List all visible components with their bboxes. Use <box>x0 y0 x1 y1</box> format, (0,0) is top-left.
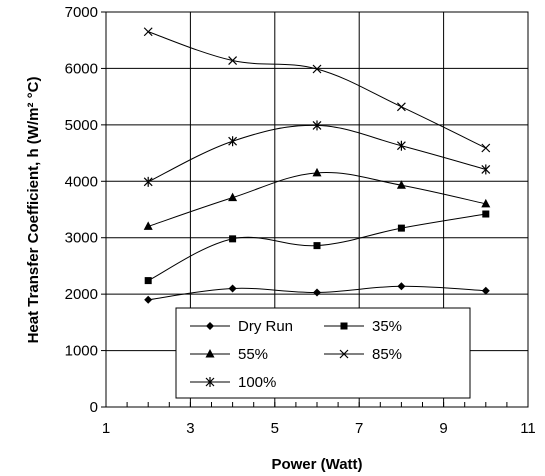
data-point <box>396 140 406 151</box>
data-point <box>143 27 153 37</box>
x-axis-title: Power (Watt) <box>271 456 362 473</box>
series-55- <box>143 167 491 230</box>
series-line <box>148 171 486 227</box>
data-point <box>313 288 321 297</box>
data-point <box>481 143 491 153</box>
x-tick-label: 7 <box>355 420 363 437</box>
y-tick-label: 1000 <box>65 343 98 360</box>
data-point <box>312 64 322 74</box>
y-tick-label: 6000 <box>65 60 98 77</box>
data-point <box>228 136 238 147</box>
y-tick-label: 3000 <box>65 230 98 247</box>
series-line <box>148 31 487 149</box>
data-point <box>397 224 405 232</box>
data-point <box>205 349 215 358</box>
data-point <box>312 120 322 131</box>
y-tick-label: 0 <box>90 399 98 416</box>
legend-item: 35% <box>324 318 402 335</box>
data-point <box>482 210 490 218</box>
data-point <box>143 221 153 230</box>
data-point <box>481 198 491 208</box>
x-tick-label: 11 <box>520 420 536 437</box>
x-tick-label: 5 <box>271 420 279 437</box>
data-point <box>313 242 321 250</box>
data-point <box>228 192 238 202</box>
legend-label: 35% <box>372 318 402 335</box>
legend-item: 100% <box>190 374 276 391</box>
y-tick-label: 4000 <box>65 173 98 190</box>
y-tick-label: 5000 <box>65 117 98 134</box>
x-tick-label: 3 <box>186 420 194 437</box>
data-point <box>340 322 348 330</box>
legend-label: 100% <box>238 374 276 391</box>
series-35- <box>144 210 490 285</box>
data-point <box>481 286 490 295</box>
data-point <box>228 284 237 293</box>
legend-label: 85% <box>372 346 402 363</box>
data-point <box>143 176 153 187</box>
series-100- <box>143 120 491 187</box>
data-point <box>228 56 238 65</box>
legend-label: 55% <box>238 346 268 363</box>
axis-ticks: 0 1000 2000 3000 4000 5000 6000 7000 1 3 5 7 9 11 <box>65 4 536 437</box>
series-group <box>143 27 491 304</box>
data-point <box>396 180 406 189</box>
data-point <box>144 295 153 304</box>
y-axis-title: Heat Transfer Coefficient, h (W/m² °C) <box>25 77 42 344</box>
data-point <box>312 167 322 177</box>
legend-item: 85% <box>324 346 402 363</box>
series-dry-run <box>144 282 490 304</box>
data-point <box>144 277 152 285</box>
data-point <box>396 102 406 112</box>
legend-item: Dry Run <box>190 318 293 335</box>
data-point <box>229 235 237 243</box>
x-tick-label: 1 <box>102 420 110 437</box>
data-point <box>339 349 349 359</box>
y-tick-label: 7000 <box>65 4 98 21</box>
x-tick-label: 9 <box>439 420 447 437</box>
data-point <box>206 322 214 330</box>
legend-item: 55% <box>190 346 268 363</box>
y-tick-label: 2000 <box>65 286 98 303</box>
legend-box <box>175 307 471 399</box>
data-point <box>205 377 215 387</box>
legend: Dry Run 35% 55% 85% 100% <box>175 307 471 399</box>
series-85- <box>143 27 491 153</box>
legend-label: Dry Run <box>238 318 293 335</box>
data-point <box>397 282 406 291</box>
data-point <box>481 164 491 175</box>
